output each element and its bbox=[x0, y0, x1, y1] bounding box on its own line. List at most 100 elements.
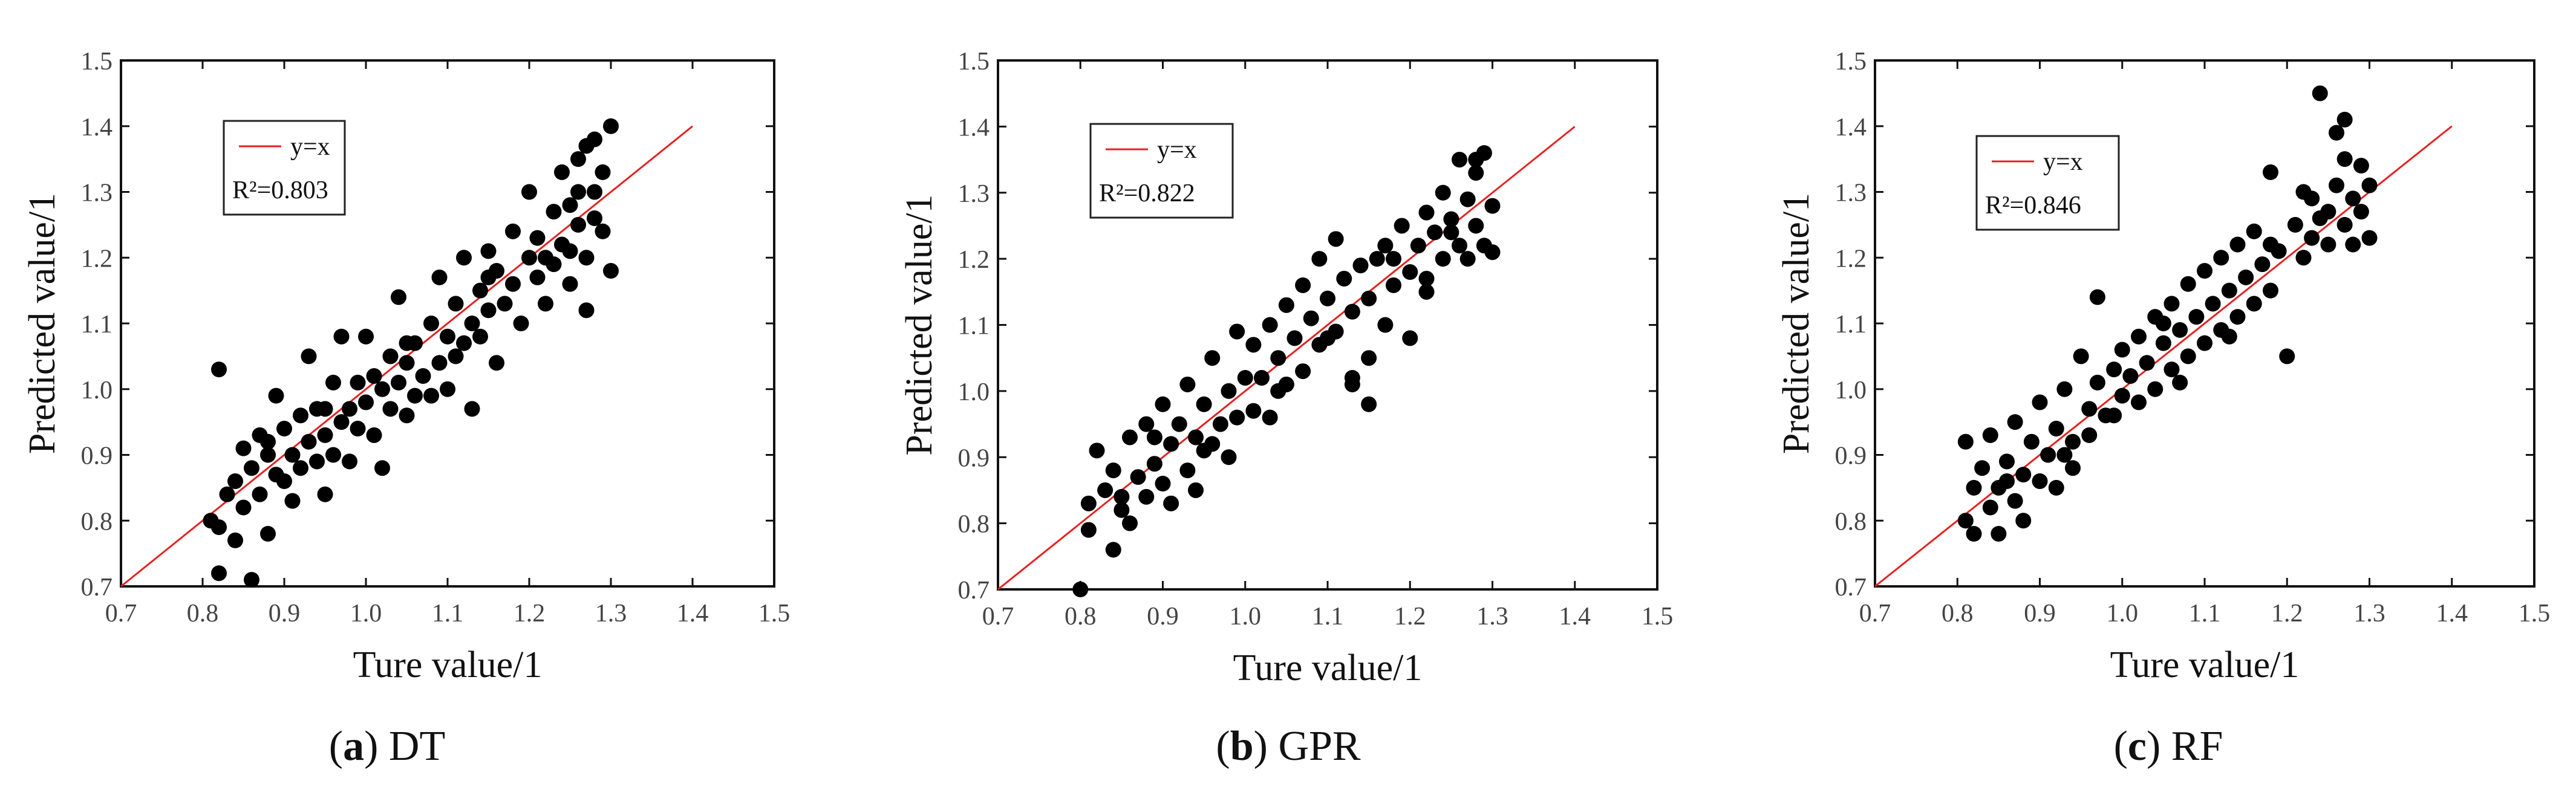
data-point bbox=[1386, 251, 1401, 267]
data-point bbox=[2172, 374, 2188, 391]
data-point bbox=[1295, 277, 1311, 293]
data-point bbox=[382, 401, 399, 417]
data-point bbox=[1361, 396, 1377, 412]
data-point bbox=[2040, 447, 2056, 463]
data-point bbox=[1171, 416, 1187, 432]
data-point bbox=[2032, 473, 2048, 489]
y-tick-label: 1.0 bbox=[958, 378, 990, 406]
data-point bbox=[317, 486, 333, 502]
data-point bbox=[1229, 323, 1245, 340]
data-point bbox=[1188, 429, 1204, 446]
data-point bbox=[2114, 342, 2130, 358]
x-tick-label: 0.9 bbox=[2024, 600, 2056, 627]
data-point bbox=[276, 473, 292, 489]
data-point bbox=[554, 164, 570, 180]
data-point bbox=[317, 401, 333, 417]
data-point bbox=[2197, 335, 2212, 351]
data-point bbox=[1138, 416, 1155, 432]
data-point bbox=[350, 421, 366, 436]
data-point bbox=[2007, 493, 2023, 509]
data-point bbox=[2279, 348, 2295, 365]
y-axis-label: Predicted value/1 bbox=[899, 194, 940, 455]
data-point bbox=[1245, 403, 1262, 419]
legend: y=x R²=0.846 bbox=[1975, 135, 2120, 231]
scatter-points bbox=[1957, 85, 2378, 542]
y-axis-label: Predicted value/1 bbox=[22, 193, 63, 454]
y-tick-label: 1.2 bbox=[958, 246, 990, 274]
data-point bbox=[2254, 256, 2271, 273]
x-tick-label: 0.9 bbox=[1147, 603, 1179, 631]
data-point bbox=[2345, 190, 2361, 207]
data-point bbox=[342, 453, 357, 470]
data-point bbox=[423, 316, 439, 331]
data-point bbox=[1262, 317, 1278, 333]
data-point bbox=[1966, 479, 1982, 496]
data-point bbox=[472, 282, 488, 299]
data-point bbox=[2015, 467, 2032, 483]
data-point bbox=[2155, 316, 2171, 331]
data-point bbox=[350, 374, 366, 391]
data-point bbox=[529, 230, 546, 246]
data-point bbox=[1221, 383, 1237, 399]
data-point bbox=[2114, 387, 2130, 404]
data-point bbox=[1105, 462, 1121, 479]
x-tick-label: 1.2 bbox=[1394, 603, 1426, 631]
data-point bbox=[1418, 204, 1435, 221]
data-point bbox=[464, 316, 480, 331]
x-tick-label: 1.4 bbox=[677, 600, 709, 627]
data-point bbox=[2122, 368, 2139, 384]
x-tick-label: 1.1 bbox=[432, 600, 464, 627]
data-point bbox=[1303, 310, 1319, 326]
data-point bbox=[2263, 164, 2278, 180]
data-point bbox=[505, 223, 521, 239]
data-point bbox=[333, 328, 350, 345]
y-tick-label: 1.5 bbox=[958, 48, 990, 76]
data-point bbox=[309, 453, 325, 470]
data-point bbox=[1097, 482, 1114, 498]
data-point bbox=[415, 368, 431, 384]
caption-c-letter: c bbox=[2127, 723, 2147, 770]
data-point bbox=[1295, 363, 1311, 380]
data-point bbox=[2336, 216, 2353, 233]
data-point bbox=[1072, 582, 1089, 597]
y-tick-label: 1.1 bbox=[958, 313, 990, 340]
x-tick-label: 1.2 bbox=[2271, 600, 2303, 627]
x-tick-label: 1.4 bbox=[1559, 603, 1591, 631]
data-point bbox=[1179, 462, 1196, 479]
data-point bbox=[1982, 427, 1998, 443]
data-point bbox=[1105, 542, 1121, 558]
data-point bbox=[1344, 303, 1360, 320]
data-point bbox=[587, 184, 602, 200]
data-point bbox=[2336, 111, 2353, 128]
y-tick-label: 0.7 bbox=[958, 577, 990, 605]
data-point bbox=[2304, 230, 2320, 246]
data-point bbox=[374, 460, 390, 476]
data-point bbox=[2131, 328, 2147, 345]
data-point bbox=[456, 250, 472, 266]
data-point bbox=[1435, 251, 1451, 267]
y-tick-label: 1.4 bbox=[958, 114, 990, 141]
x-tick-label: 1.4 bbox=[2436, 600, 2468, 627]
r2-label: R²=0.803 bbox=[232, 177, 328, 204]
data-point bbox=[342, 401, 357, 417]
legend-label: y=x bbox=[2043, 148, 2083, 176]
x-tick-label: 1.0 bbox=[1230, 603, 1262, 631]
data-point bbox=[2345, 236, 2361, 253]
x-tick-label: 1.5 bbox=[1642, 603, 1674, 631]
caption-a-model: DT bbox=[388, 723, 446, 770]
data-point bbox=[521, 184, 537, 200]
data-point bbox=[284, 493, 301, 509]
data-point bbox=[2155, 335, 2171, 351]
legend: y=x R²=0.822 bbox=[1089, 123, 1234, 219]
data-point bbox=[374, 381, 390, 397]
y-tick-label: 0.8 bbox=[1835, 508, 1867, 536]
data-point bbox=[1394, 218, 1410, 234]
y-tick-label: 0.7 bbox=[81, 574, 113, 601]
data-point bbox=[325, 374, 341, 391]
data-point bbox=[1468, 152, 1484, 168]
data-point bbox=[2106, 361, 2122, 378]
data-point bbox=[276, 421, 292, 436]
data-point bbox=[1377, 317, 1394, 333]
data-point bbox=[480, 269, 497, 285]
data-point bbox=[1270, 383, 1286, 399]
